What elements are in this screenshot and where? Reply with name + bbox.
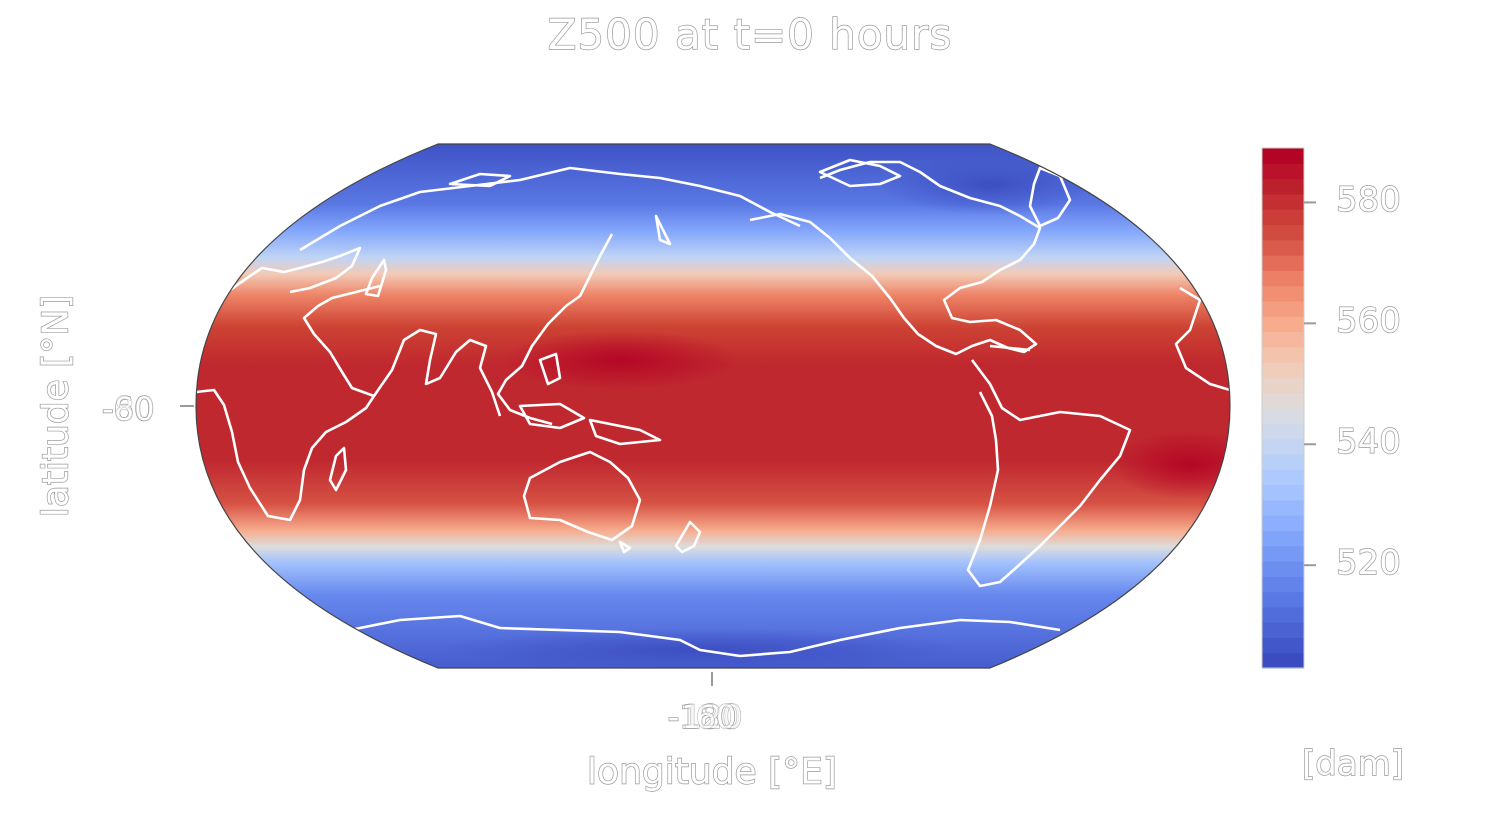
colorbar-band — [1262, 362, 1304, 379]
y-tick-label-overlap: 80 — [113, 389, 155, 428]
colorbar-band — [1262, 576, 1304, 593]
x-tick-label: 120 — [681, 697, 743, 736]
colorbar-band — [1262, 560, 1304, 577]
colorbar-band — [1262, 239, 1304, 256]
geopotential-field — [196, 144, 1230, 668]
colorbar-band — [1262, 346, 1304, 363]
colorbar-band — [1262, 178, 1304, 195]
map-border — [195, 143, 1231, 669]
colorbar-band — [1262, 331, 1304, 348]
colorbar-band — [1262, 637, 1304, 654]
colorbar-band — [1262, 438, 1304, 455]
colorbar-tick-label: 540 — [1335, 422, 1401, 463]
coastlines — [196, 158, 1230, 658]
colorbar — [1261, 147, 1316, 669]
x-axis-label: longitude [°E] — [586, 751, 837, 793]
colorbar-band — [1262, 545, 1304, 562]
colorbar-band — [1262, 606, 1304, 623]
colorbar-band — [1262, 377, 1304, 394]
colorbar-band — [1262, 255, 1304, 271]
colorbar-band — [1262, 423, 1304, 440]
colorbar-band — [1262, 209, 1304, 226]
colorbar-band — [1262, 652, 1304, 669]
colorbar-tick-label: 580 — [1335, 180, 1401, 221]
colorbar-band — [1262, 530, 1304, 547]
colorbar-band — [1262, 148, 1304, 164]
x-tick-label: -180 — [667, 697, 741, 736]
colorbar-band — [1262, 469, 1304, 486]
colorbar-band — [1262, 515, 1304, 531]
colorbar-band — [1262, 484, 1304, 501]
x-tick-label: 60 — [695, 697, 737, 736]
colorbar-band — [1262, 622, 1304, 639]
colorbar-band — [1262, 285, 1304, 302]
colorbar-band — [1262, 300, 1304, 317]
colorbar-tick-label: 560 — [1335, 301, 1401, 342]
colorbar-units-label: [dam] — [1301, 743, 1405, 784]
y-tick-label: -60 — [101, 389, 155, 428]
colorbar-band — [1262, 270, 1304, 287]
colorbar-band — [1262, 408, 1304, 424]
colorbar-tick-label: 520 — [1335, 543, 1401, 584]
colorbar-band — [1262, 224, 1304, 241]
y-axis-label: latitude [°N] — [35, 294, 77, 518]
chart-title: Z500 at t=0 hours — [547, 9, 953, 59]
colorbar-band — [1262, 453, 1304, 470]
colorbar-band — [1262, 163, 1304, 180]
colorbar-band — [1262, 392, 1304, 409]
colorbar-border — [1261, 147, 1305, 669]
colorbar-band — [1262, 316, 1304, 333]
colorbar-band — [1262, 193, 1304, 210]
colorbar-band — [1262, 591, 1304, 608]
colorbar-band — [1262, 499, 1304, 516]
